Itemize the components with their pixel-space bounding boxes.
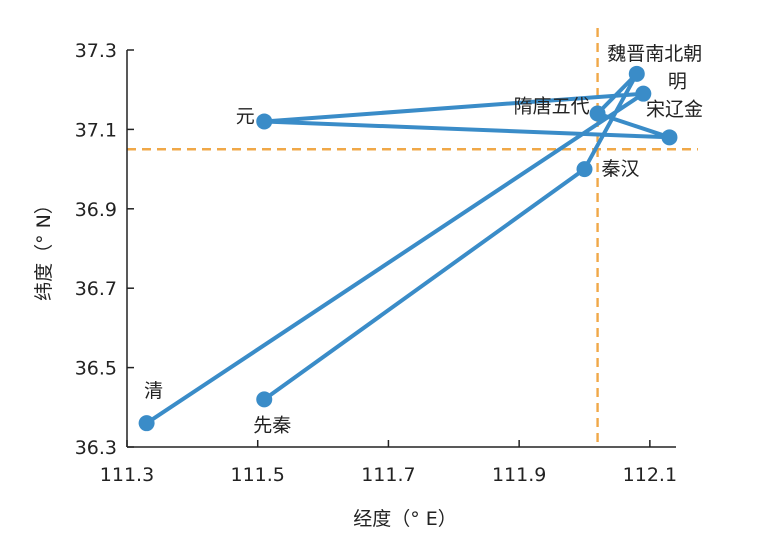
data-point-label: 魏晋南北朝	[607, 43, 702, 65]
y-tick-label: 36.9	[75, 199, 117, 221]
data-point	[256, 113, 273, 130]
y-tick-label: 36.5	[75, 358, 117, 380]
data-point-label: 清	[144, 380, 163, 402]
series-line	[145, 71, 672, 425]
x-axis-title: 经度（° E）	[353, 508, 457, 530]
data-point-label: 元	[236, 105, 255, 127]
series	[138, 65, 678, 432]
x-tick-label: 111.3	[100, 464, 154, 486]
reference-lines	[127, 28, 698, 447]
x-tick-label: 111.9	[492, 464, 546, 486]
data-point	[589, 105, 606, 122]
y-tick-label: 37.3	[75, 40, 117, 62]
x-tick-label: 111.7	[361, 464, 415, 486]
axes: 36.3 36.5 36.7 36.9 37.1 37.3 111.3 111.5 111.7 1…	[75, 40, 677, 486]
y-tick-label: 36.7	[75, 278, 117, 300]
data-point	[661, 129, 678, 146]
data-point	[635, 85, 652, 102]
data-point	[576, 161, 593, 178]
data-point-label: 明	[668, 71, 687, 93]
y-tick-label: 37.1	[75, 119, 117, 141]
data-point	[138, 415, 155, 432]
x-tick-label: 112.1	[623, 464, 677, 486]
x-tick-label: 111.5	[231, 464, 285, 486]
y-tick-label: 36.3	[75, 437, 117, 459]
data-point-label: 秦汉	[601, 158, 639, 180]
data-point-label: 宋辽金	[646, 98, 703, 120]
data-point-label: 隋唐五代	[514, 96, 590, 118]
y-axis-title: 纬度（° N）	[33, 195, 55, 301]
data-point	[628, 65, 645, 82]
data-point-label: 先秦	[253, 414, 291, 436]
data-point	[256, 391, 273, 408]
